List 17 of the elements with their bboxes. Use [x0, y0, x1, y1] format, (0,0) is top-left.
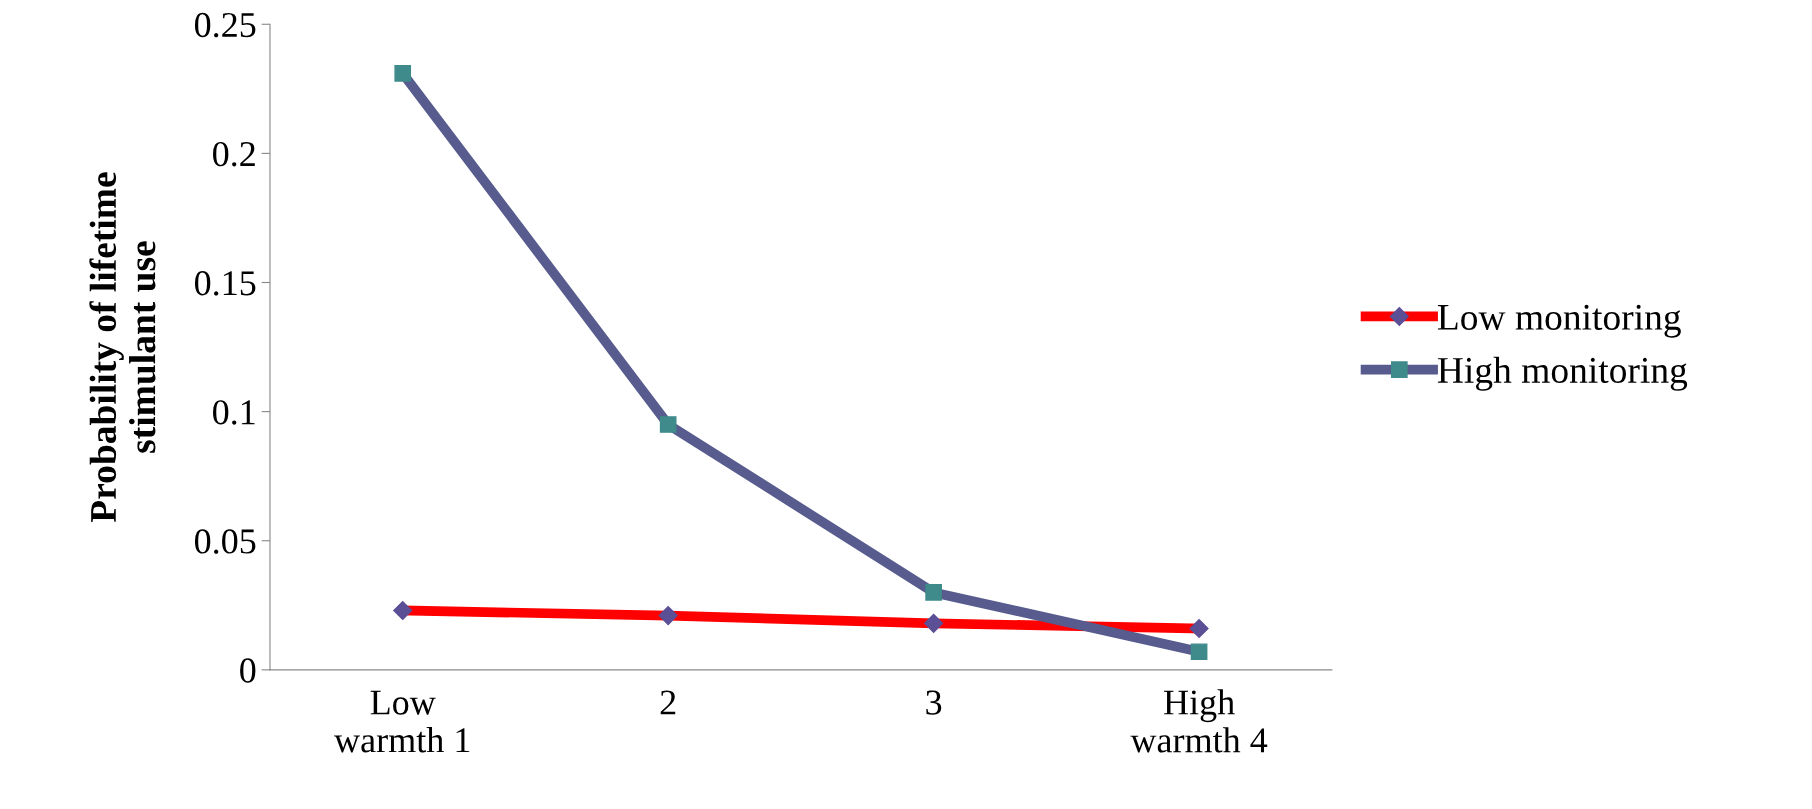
x-tick-label: 3 [926, 690, 942, 715]
legend-label: Low monitoring [1437, 304, 1681, 338]
point [1190, 643, 1208, 661]
point [925, 584, 942, 601]
y-tick-label: 0.25 [194, 12, 256, 38]
legend-label: High monitoring [1437, 356, 1688, 391]
x-tick-label: 2 [660, 690, 676, 715]
point [394, 65, 412, 82]
y-tick-label: 0.2 [213, 141, 255, 167]
y-axis-title: Probability of lifetime stimulant use [89, 172, 156, 523]
point [659, 416, 677, 433]
y-tick-label: 0.15 [194, 271, 256, 296]
y-tick-label: 0.05 [194, 529, 256, 554]
y-tick-label: 0 [240, 658, 256, 683]
x-tick-label: Low warmth 1 [334, 690, 470, 753]
y-tick-label: 0.1 [213, 400, 255, 425]
x-tick-label: High warmth 4 [1130, 689, 1268, 753]
